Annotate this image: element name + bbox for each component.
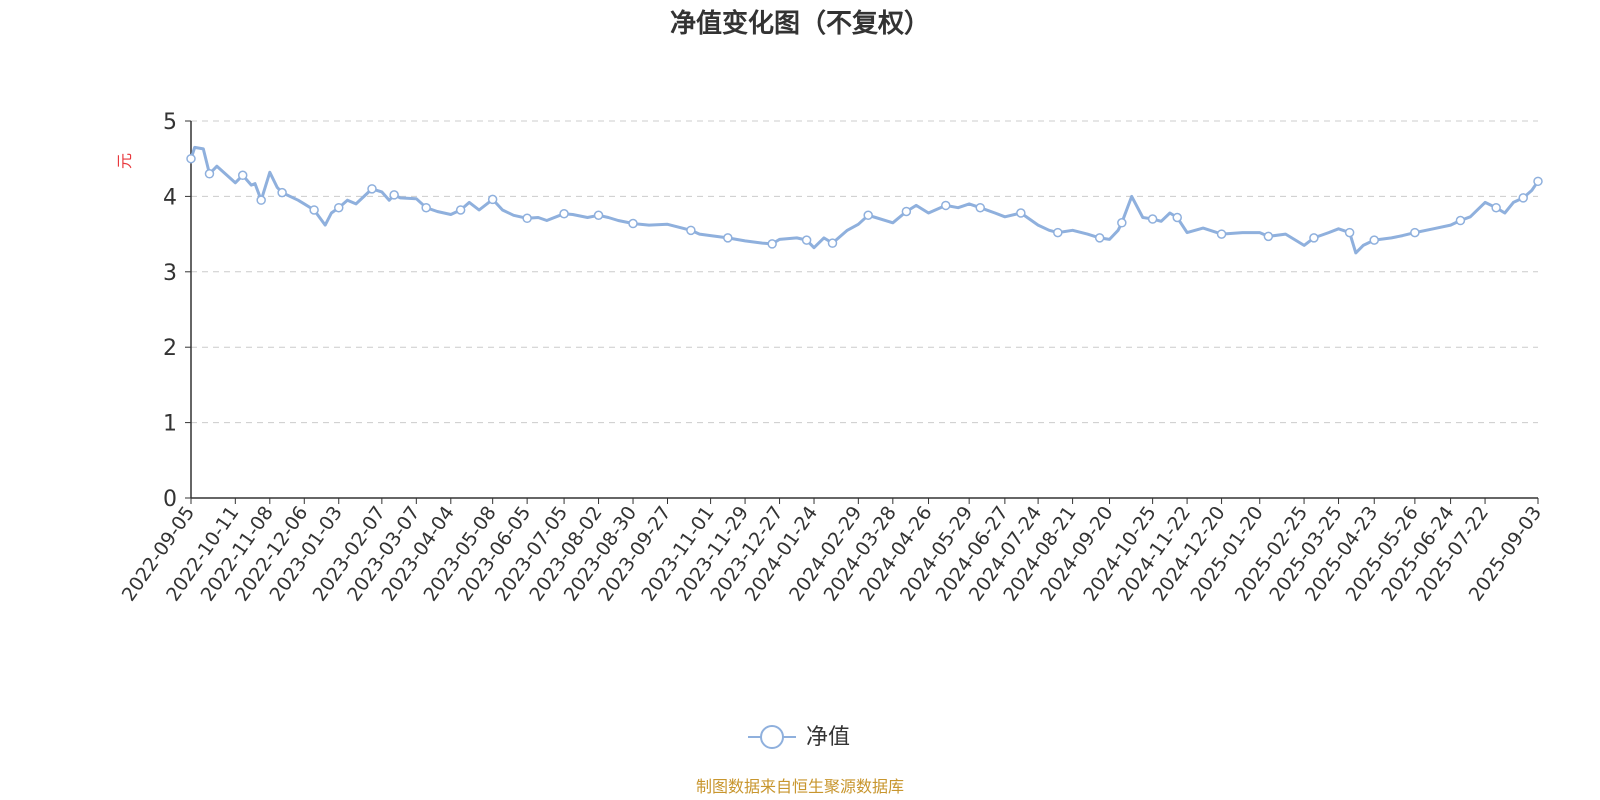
legend[interactable]: 净值 bbox=[748, 725, 850, 750]
data-point bbox=[389, 190, 399, 200]
series-line bbox=[189, 145, 1540, 255]
data-point bbox=[1410, 227, 1420, 238]
data-point bbox=[186, 153, 196, 164]
y-tick-label: 3 bbox=[163, 261, 177, 286]
data-point bbox=[1216, 229, 1227, 239]
data-point bbox=[1117, 218, 1127, 228]
chart-title: 净值变化图（不复权） bbox=[670, 8, 930, 39]
y-axis-label: 元 bbox=[115, 153, 134, 169]
data-point bbox=[256, 195, 266, 205]
data-point bbox=[1094, 233, 1105, 243]
data-point bbox=[1369, 235, 1379, 245]
data-point bbox=[1147, 214, 1158, 224]
data-point bbox=[277, 187, 287, 198]
legend-label: 净值 bbox=[806, 725, 850, 750]
y-tick-label: 5 bbox=[163, 110, 177, 135]
data-point bbox=[975, 202, 985, 213]
data-point bbox=[1172, 212, 1182, 223]
data-point bbox=[559, 208, 569, 219]
y-tick-label: 2 bbox=[163, 336, 177, 361]
data-point bbox=[487, 194, 498, 205]
data-point bbox=[686, 225, 696, 236]
data-point bbox=[522, 213, 532, 224]
x-axis: 2022-09-052022-10-112022-11-082022-12-06… bbox=[118, 497, 1546, 605]
y-axis: 0 1 2 3 4 5 bbox=[163, 110, 192, 512]
data-point bbox=[1344, 227, 1355, 238]
series-layer bbox=[186, 145, 1543, 255]
y-tick-label: 4 bbox=[163, 185, 177, 210]
data-point bbox=[204, 169, 215, 179]
data-point bbox=[237, 170, 248, 181]
data-point bbox=[593, 210, 604, 220]
data-point bbox=[723, 233, 733, 243]
source-note: 制图数据来自恒生聚源数据库 bbox=[696, 777, 904, 796]
data-point bbox=[941, 200, 951, 211]
data-point bbox=[367, 184, 377, 194]
data-point bbox=[1016, 208, 1026, 218]
data-point bbox=[1309, 233, 1319, 243]
y-tick-label: 0 bbox=[163, 487, 177, 512]
data-point bbox=[801, 235, 812, 245]
data-point bbox=[1533, 176, 1543, 187]
legend-marker-icon bbox=[760, 725, 784, 749]
data-point bbox=[863, 210, 873, 220]
y-tick-label: 1 bbox=[163, 412, 177, 437]
data-point bbox=[1455, 215, 1466, 226]
data-point bbox=[421, 202, 431, 213]
data-point bbox=[334, 202, 344, 213]
data-point bbox=[1518, 193, 1528, 203]
grid-lines bbox=[191, 120, 1538, 424]
data-point bbox=[1053, 227, 1063, 238]
data-point bbox=[1491, 202, 1501, 213]
data-point bbox=[628, 218, 638, 229]
data-point bbox=[1263, 231, 1274, 242]
data-point bbox=[827, 238, 838, 248]
data-point bbox=[767, 239, 777, 249]
data-point bbox=[901, 206, 912, 217]
data-point bbox=[455, 205, 466, 215]
data-point bbox=[309, 205, 319, 215]
